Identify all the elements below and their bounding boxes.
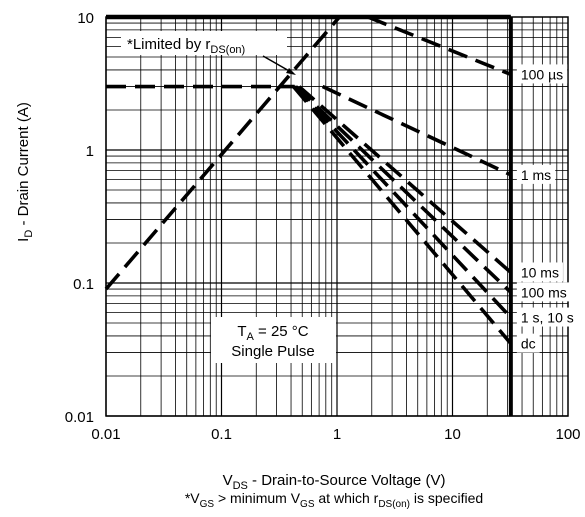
conditions-line1: TA = 25 °C — [237, 323, 308, 343]
x-axis-title-rest: - Drain-to-Source Voltage (V) — [248, 472, 446, 489]
x-axis-title: VDS - Drain-to-Source Voltage (V) — [223, 472, 446, 492]
series-label-bg-2 — [516, 262, 563, 282]
data-lines: 100 µs 1 ms 10 ms 100 ms 1 s, 10 s dc — [104, 14, 578, 416]
y-axis-title: ID - Drain Current (A) — [15, 102, 35, 242]
footnote: *VGS > minimum VGS at which rDS(on) is s… — [185, 490, 483, 510]
pulse-line-1 — [321, 84, 512, 177]
footnote-p2: > minimum V — [214, 490, 301, 506]
series-label-bg-5 — [516, 333, 540, 353]
tick-labels: 0.01 0.1 1 10 100 10 1 0.1 0.01 — [65, 10, 581, 443]
footnote-s2: GS — [300, 499, 315, 510]
x-axis-title-sub: DS — [233, 480, 248, 492]
limit-annotation-box — [121, 31, 287, 55]
y-axis-title-sub: D — [23, 230, 35, 238]
pulse-line-4 — [293, 85, 513, 319]
series-label-bg-1 — [516, 164, 556, 184]
footnote-s1: GS — [200, 499, 215, 510]
footnote-s3: DS(on) — [378, 499, 410, 510]
limit-annotation-sub: DS(on) — [210, 44, 245, 56]
pulse-line-2 — [297, 85, 513, 274]
x-tick-label: 0.1 — [211, 426, 232, 443]
series-label-5: dc — [521, 336, 536, 352]
series-label-bg-4 — [516, 307, 578, 327]
conditions-t-rest: = 25 °C — [254, 323, 309, 340]
limit-annotation-prefix: *Limited by r — [127, 36, 210, 53]
x-tick-label: 0.01 — [91, 426, 120, 443]
series-label-1: 1 ms — [521, 167, 551, 183]
rds-on-limit-line — [104, 15, 341, 291]
limit-annotation-arrow — [262, 55, 292, 73]
y-tick-label: 10 — [77, 10, 94, 27]
footnote-p1: *V — [185, 490, 200, 506]
pulse-line-3 — [294, 85, 513, 294]
series-label-0: 100 µs — [521, 66, 563, 82]
conditions-t-sub: A — [247, 331, 255, 343]
limit-annotation: *Limited by rDS(on) — [127, 36, 245, 56]
x-tick-label: 10 — [444, 426, 461, 443]
footnote-p3: at which r — [315, 490, 379, 506]
pulse-line-0 — [367, 15, 512, 77]
y-axis-title-rest: - Drain Current (A) — [15, 102, 32, 230]
pulse-line-5 — [292, 85, 513, 345]
series-label-4: 1 s, 10 s — [521, 310, 574, 326]
series-label-bg-0 — [516, 64, 568, 84]
x-tick-label: 1 — [333, 426, 341, 443]
footnote-p4: is specified — [410, 490, 483, 506]
y-axis-title-main: I — [15, 238, 32, 242]
conditions-t: T — [237, 323, 246, 340]
conditions-line2: Single Pulse — [231, 343, 314, 360]
series-label-bg-3 — [516, 282, 571, 302]
limit-annotation-arrowhead — [286, 68, 296, 75]
grid — [105, 16, 569, 417]
series-label-2: 10 ms — [521, 264, 559, 280]
x-tick-label: 100 — [555, 426, 580, 443]
conditions-box — [211, 317, 336, 363]
y-tick-label: 0.01 — [65, 409, 94, 426]
x-axis-title-main: V — [223, 472, 233, 489]
y-tick-label: 1 — [86, 143, 94, 160]
series-label-3: 100 ms — [521, 284, 567, 300]
y-tick-label: 0.1 — [73, 276, 94, 293]
